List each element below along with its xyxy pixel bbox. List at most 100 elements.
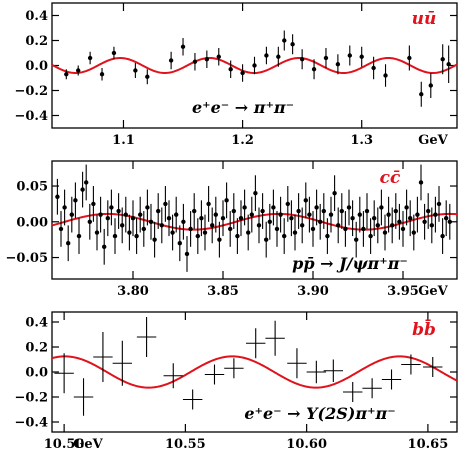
- data-point: [382, 214, 388, 251]
- y-tick-label: 0.2: [25, 34, 48, 49]
- x-tick-label: 10.55: [165, 437, 206, 452]
- data-point: [188, 211, 193, 247]
- point-marker: [300, 223, 305, 228]
- point-marker: [390, 223, 395, 228]
- point-marker: [274, 226, 280, 232]
- point-marker: [148, 219, 154, 224]
- point-marker: [76, 68, 81, 73]
- data-point: [372, 200, 377, 237]
- point-marker: [87, 55, 93, 61]
- point-marker: [204, 57, 210, 62]
- x-unit-label: GeV: [418, 133, 448, 148]
- x-tick-label: 1.1: [112, 133, 135, 148]
- data-point: [359, 46, 364, 67]
- data-point: [364, 193, 370, 229]
- point-marker: [62, 205, 67, 210]
- data-point: [224, 182, 229, 219]
- point-marker: [336, 223, 341, 228]
- point-marker: [375, 223, 380, 228]
- data-point: [102, 228, 107, 265]
- data-point: [87, 203, 93, 240]
- point-marker: [105, 216, 111, 221]
- point-marker: [231, 208, 236, 214]
- data-point: [343, 382, 363, 402]
- data-point: [174, 196, 179, 233]
- point-marker: [120, 223, 125, 228]
- data-point: [426, 193, 431, 229]
- data-point: [292, 214, 298, 251]
- data-point: [362, 378, 382, 399]
- data-point: [404, 189, 409, 226]
- data-point: [444, 200, 449, 237]
- point-marker: [123, 212, 128, 217]
- point-marker: [141, 226, 146, 232]
- point-marker: [404, 205, 409, 210]
- data-point: [199, 200, 204, 237]
- data-point: [408, 200, 413, 237]
- point-marker: [335, 62, 341, 67]
- x-tick-label: 1.3: [350, 133, 373, 148]
- y-tick-label: 0.0: [25, 366, 48, 381]
- point-marker: [311, 67, 317, 72]
- data-point: [350, 200, 355, 237]
- point-marker: [206, 201, 211, 207]
- point-marker: [310, 226, 316, 232]
- data-point: [80, 171, 85, 208]
- point-marker: [213, 212, 218, 217]
- data-point: [411, 214, 416, 251]
- data-point: [105, 200, 111, 237]
- data-point: [336, 207, 341, 244]
- point-marker: [163, 201, 168, 207]
- point-marker: [371, 65, 376, 71]
- point-marker: [180, 44, 186, 49]
- data-point: [166, 200, 172, 237]
- point-marker: [102, 244, 107, 250]
- data-point: [318, 203, 323, 240]
- data-point: [87, 51, 93, 65]
- point-marker: [357, 212, 362, 217]
- point-marker: [347, 53, 352, 58]
- data-point: [371, 56, 376, 80]
- point-marker: [112, 233, 118, 239]
- data-point: [54, 353, 74, 394]
- data-point: [170, 214, 175, 251]
- data-point: [282, 218, 287, 254]
- data-point: [213, 196, 218, 233]
- data-point: [94, 214, 100, 251]
- data-point: [307, 196, 312, 233]
- data-point: [300, 207, 305, 244]
- point-marker: [299, 57, 305, 62]
- point-marker: [361, 226, 366, 232]
- point-marker: [80, 187, 85, 192]
- data-point: [177, 225, 182, 262]
- point-marker: [436, 201, 442, 207]
- point-marker: [271, 205, 276, 210]
- data-point: [136, 317, 157, 357]
- point-marker: [73, 198, 78, 203]
- data-point: [112, 340, 133, 386]
- panel-bb: −0.4 −0.2 0.0 0.2 0.4 10.50 10.55 10.60 10.65 GeV…: [14, 311, 458, 452]
- data-point: [168, 51, 174, 70]
- point-marker: [188, 226, 193, 232]
- data-point: [287, 348, 307, 379]
- point-marker: [91, 201, 96, 207]
- point-marker: [446, 62, 451, 67]
- point-marker: [210, 223, 215, 228]
- data-point: [256, 207, 262, 244]
- data-point: [216, 48, 221, 66]
- point-marker: [238, 216, 244, 221]
- point-marker: [411, 230, 416, 235]
- data-point: [422, 203, 427, 240]
- data-point: [195, 218, 200, 254]
- point-marker: [332, 190, 337, 196]
- data-point: [339, 193, 344, 229]
- data-point: [204, 364, 225, 385]
- point-marker: [174, 212, 179, 217]
- data-point: [148, 203, 154, 240]
- data-point: [346, 189, 352, 226]
- data-point: [202, 214, 208, 251]
- point-marker: [76, 233, 82, 239]
- point-marker: [228, 226, 233, 232]
- data-point: [289, 200, 294, 237]
- data-point: [253, 175, 258, 212]
